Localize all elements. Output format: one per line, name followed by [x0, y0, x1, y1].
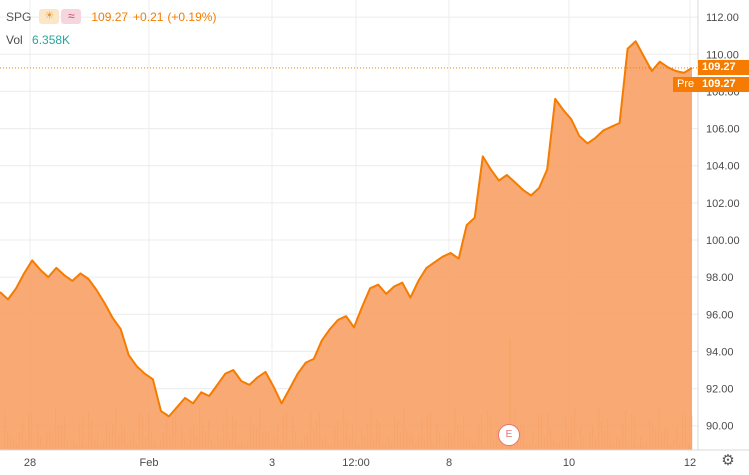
- symbol-name[interactable]: SPG: [6, 9, 32, 24]
- x-tick-label: 3: [269, 457, 275, 469]
- y-tick-label: 112.00: [706, 12, 739, 24]
- y-tick-label: 100.00: [706, 235, 740, 247]
- symbol-legend: SPG ☀ ≈ 109.27 +0.21 (+0.19%): [6, 9, 216, 24]
- price-line: [0, 40, 693, 418]
- y-tick-label: 92.00: [706, 384, 734, 396]
- x-tick-label: Feb: [140, 457, 159, 469]
- pre-market-tag: Pre: [673, 76, 700, 92]
- price-area-fill: [0, 41, 692, 451]
- y-tick-label: 106.00: [706, 124, 740, 136]
- x-tick-label: 12: [684, 457, 696, 469]
- volume-value: 6.358K: [32, 33, 71, 47]
- y-tick-label: 94.00: [706, 346, 734, 358]
- volume-legend: Vol 6.358K: [6, 33, 70, 47]
- x-tick-label: 10: [563, 457, 575, 469]
- last-price-label: 109.27: [698, 59, 749, 75]
- data-delay-wave-icon[interactable]: ≈: [61, 9, 82, 24]
- price-area: [0, 41, 692, 451]
- pre-market-price-label: 109.27: [698, 76, 749, 92]
- y-tick-label: 96.00: [706, 309, 734, 321]
- y-axis: 90.00 92.00 94.00 96.00 98.00 100.00 102.00 104…: [697, 0, 740, 450]
- y-tick-label: 104.00: [706, 161, 740, 173]
- market-hours-sun-icon[interactable]: ☀: [39, 9, 60, 24]
- y-tick-label: 110.00: [706, 49, 739, 61]
- x-tick-label: 12:00: [342, 457, 370, 469]
- x-tick-label: 28: [24, 457, 36, 469]
- x-axis: 28 Feb 3 12:00 8 10 12: [0, 449, 749, 469]
- y-tick-label: 102.00: [706, 198, 740, 210]
- y-tick-label: 98.00: [706, 272, 734, 284]
- earnings-event-badge[interactable]: E: [498, 424, 520, 446]
- price-line-path: [0, 40, 693, 418]
- x-tick-label: 8: [446, 457, 452, 469]
- legend-change: +0.21: [133, 9, 164, 24]
- legend-price: 109.27: [91, 9, 129, 24]
- y-tick-label: 90.00: [706, 421, 734, 433]
- legend-change-pct: (+0.19%): [167, 9, 217, 24]
- chart-settings-gear-icon[interactable]: ⚙: [721, 452, 735, 469]
- volume-label: Vol: [6, 33, 23, 47]
